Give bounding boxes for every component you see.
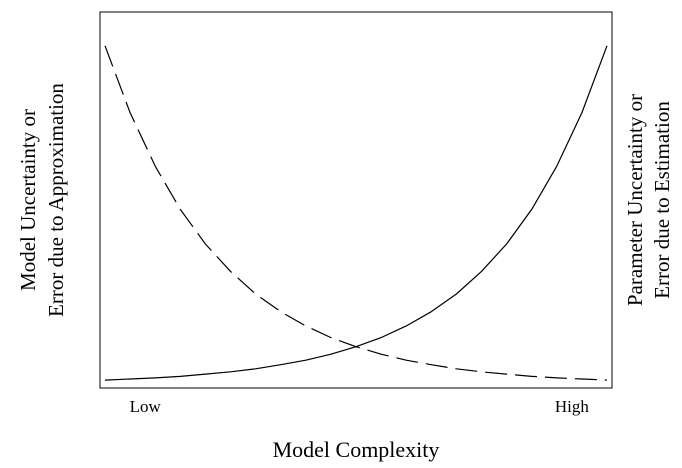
y2-axis-label: Parameter Uncertainty or bbox=[623, 94, 647, 306]
plot-frame bbox=[99, 11, 613, 389]
x-tick-label: High bbox=[555, 397, 590, 416]
y-axis-label: Error due to Approximation bbox=[44, 83, 68, 317]
y2-axis-label: Error due to Estimation bbox=[650, 101, 674, 299]
x-tick-label: Low bbox=[130, 397, 162, 416]
line bbox=[104, 45, 608, 381]
line bbox=[104, 45, 608, 381]
y-axis-label: Model Uncertainty or bbox=[16, 109, 40, 291]
x-axis-label: Model Complexity bbox=[273, 437, 440, 462]
